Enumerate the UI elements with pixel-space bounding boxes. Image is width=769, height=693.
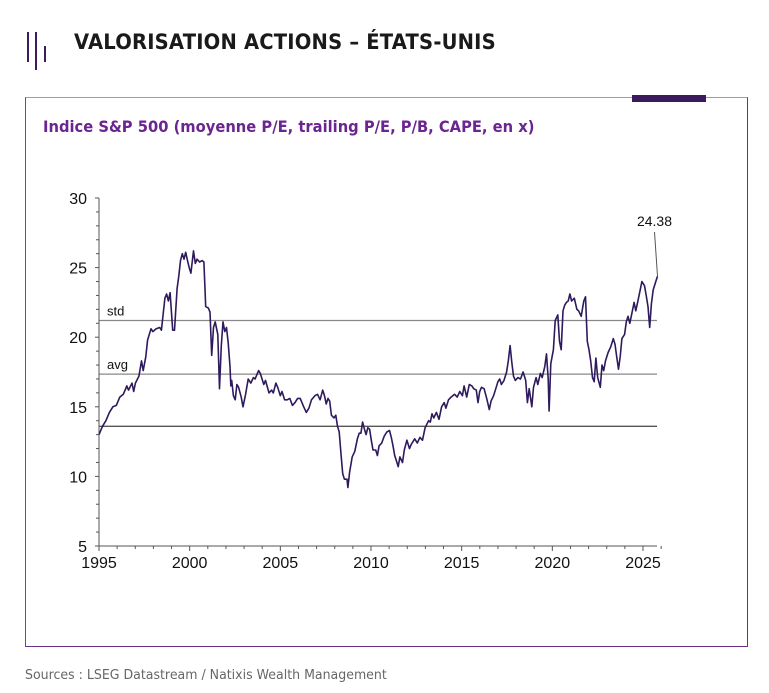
- annotation-leader-line: [654, 231, 659, 277]
- x-tick-label: 1995: [81, 555, 117, 572]
- x-tick-label: 2010: [353, 555, 389, 572]
- reference-lines: std avg: [99, 303, 657, 427]
- y-tick-label: 15: [69, 400, 87, 417]
- decor-bar: [27, 32, 29, 62]
- header-decoration: [27, 32, 51, 72]
- decor-bar: [44, 46, 46, 62]
- annotation-group: 24.38: [637, 213, 672, 277]
- sources-note: Sources : LSEG Datastream / Natixis Weal…: [25, 667, 387, 683]
- annotation-last-value: 24.38: [637, 213, 672, 229]
- plot-area: [99, 189, 669, 569]
- reference-label-avg: avg: [107, 357, 128, 372]
- chart-title: Indice S&P 500 (moyenne P/E, trailing P/…: [43, 117, 535, 136]
- decor-bar: [35, 32, 37, 70]
- page-title: VALORISATION ACTIONS – ÉTATS-UNIS: [74, 30, 496, 54]
- y-tick-label: 25: [69, 261, 87, 278]
- series-line: [98, 250, 659, 489]
- panel-accent-bar: [632, 95, 706, 102]
- x-tick-label: 2025: [625, 555, 661, 572]
- y-tick-label: 10: [69, 469, 87, 486]
- y-tick-label: 30: [69, 191, 87, 208]
- y-tick-label: 20: [69, 330, 87, 347]
- chart-panel: [25, 97, 748, 647]
- x-tick-label: 2015: [444, 555, 480, 572]
- reference-label-std: std: [107, 303, 124, 318]
- x-tick-label: 2020: [535, 555, 571, 572]
- y-tick-label: 5: [78, 539, 87, 556]
- x-tick-label: 2005: [263, 555, 299, 572]
- x-tick-label: 2000: [172, 555, 208, 572]
- series-group: [98, 250, 659, 489]
